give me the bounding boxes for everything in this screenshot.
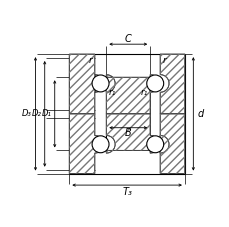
Text: B: B — [124, 128, 131, 138]
Text: r₁: r₁ — [108, 88, 115, 97]
Polygon shape — [69, 114, 103, 173]
Circle shape — [146, 136, 163, 153]
Text: C: C — [124, 34, 131, 44]
Text: T₃: T₃ — [122, 187, 131, 197]
Text: D₃: D₃ — [22, 109, 32, 118]
Text: D₂: D₂ — [32, 109, 41, 118]
Polygon shape — [106, 75, 158, 114]
Circle shape — [92, 136, 109, 153]
Text: D₁: D₁ — [42, 109, 52, 118]
Polygon shape — [69, 54, 103, 114]
Polygon shape — [106, 114, 158, 153]
Polygon shape — [160, 54, 184, 114]
Circle shape — [92, 75, 109, 92]
Text: r₁: r₁ — [140, 88, 147, 97]
Text: r: r — [88, 56, 92, 65]
Text: d: d — [197, 109, 203, 119]
Polygon shape — [160, 114, 184, 173]
Text: r: r — [162, 56, 166, 65]
Circle shape — [146, 75, 163, 92]
